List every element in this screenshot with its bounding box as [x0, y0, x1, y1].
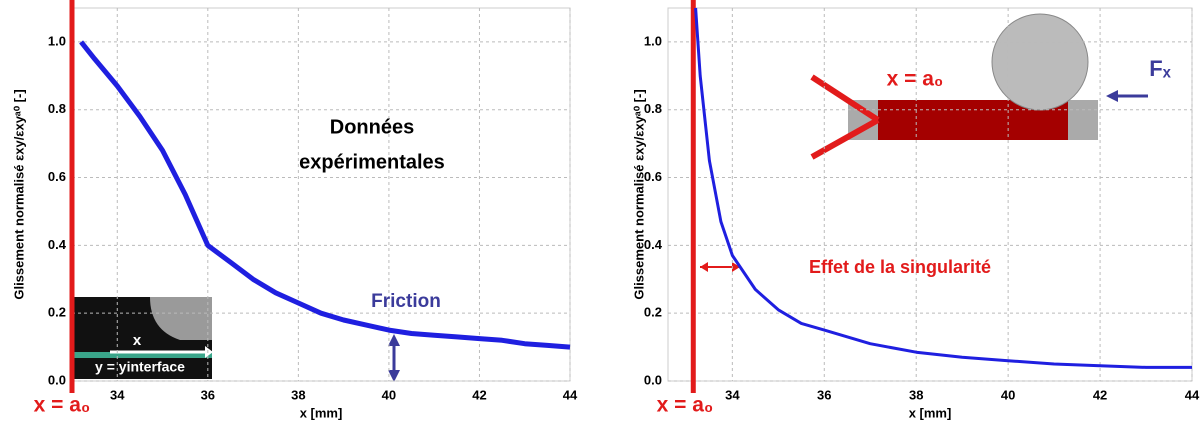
x-tick-label: 44 [1185, 387, 1200, 402]
x-tick-label: 36 [817, 387, 831, 402]
friction-arrow [388, 334, 400, 382]
singularity-arrow [700, 262, 740, 272]
x-tick-label: 44 [563, 387, 578, 402]
x-axis-label: x [mm] [909, 405, 952, 420]
x-tick-label: 42 [472, 387, 486, 402]
y-tick-label: 0.8 [48, 101, 66, 116]
x-tick-label: 42 [1093, 387, 1107, 402]
chart: 0.0 0.2 0.4 0.6 0.8 1.0 34 36 38 40 42 44 x [mm] Glis… [631, 0, 1200, 420]
annotation: Effet de la singularité [809, 257, 991, 277]
y-tick-label: 0.6 [644, 169, 662, 184]
y-tick-label: 0.6 [48, 169, 66, 184]
data-line [79, 40, 571, 350]
x-tick-label: 38 [291, 387, 305, 402]
y-axis-label: Glissement normalisé εxy/εxyᵃ⁰ [-] [631, 89, 646, 299]
chart: 0.0 0.2 0.4 0.6 0.8 1.0 34 36 38 40 42 44 x [mm] Glis… [11, 0, 578, 420]
plot-frame [667, 7, 1193, 382]
y-tick-label: 1.0 [644, 33, 662, 48]
y-tick-label: 0.8 [644, 101, 662, 116]
annotation: Friction [371, 291, 441, 312]
inset-diagram [810, 0, 1148, 160]
x-axis-label: x [mm] [300, 405, 343, 420]
y-tick-label: 1.0 [48, 33, 66, 48]
y-tick-label: 0.0 [644, 372, 662, 387]
annotation: Données [330, 116, 414, 138]
x-tick-label: 34 [725, 387, 740, 402]
y-tick-label: 0.2 [48, 305, 66, 320]
annotation: y = yinterface [95, 359, 185, 375]
y-tick-label: 0.4 [48, 237, 67, 252]
x-tick-label: 38 [909, 387, 923, 402]
y-axis-label: Glissement normalisé εxy/εxyᵃ⁰ [-] [11, 89, 26, 299]
inset-photo [74, 297, 213, 379]
y-tick-label: 0.0 [48, 372, 66, 387]
data-line [694, 7, 1192, 369]
y-tick-label: 0.2 [644, 305, 662, 320]
y-tick-label: 0.4 [644, 237, 663, 252]
annotation: expérimentales [299, 151, 445, 173]
annotation: x [133, 332, 142, 349]
x-tick-label: 40 [382, 387, 396, 402]
annotation: x = a₀ [34, 394, 91, 417]
x-tick-label: 36 [201, 387, 215, 402]
x-tick-label: 40 [1001, 387, 1015, 402]
annotation: Fₓ [1149, 56, 1171, 81]
annotation: x = a₀ [887, 68, 944, 91]
x-tick-label: 34 [110, 387, 125, 402]
annotation: x = a₀ [657, 394, 714, 417]
